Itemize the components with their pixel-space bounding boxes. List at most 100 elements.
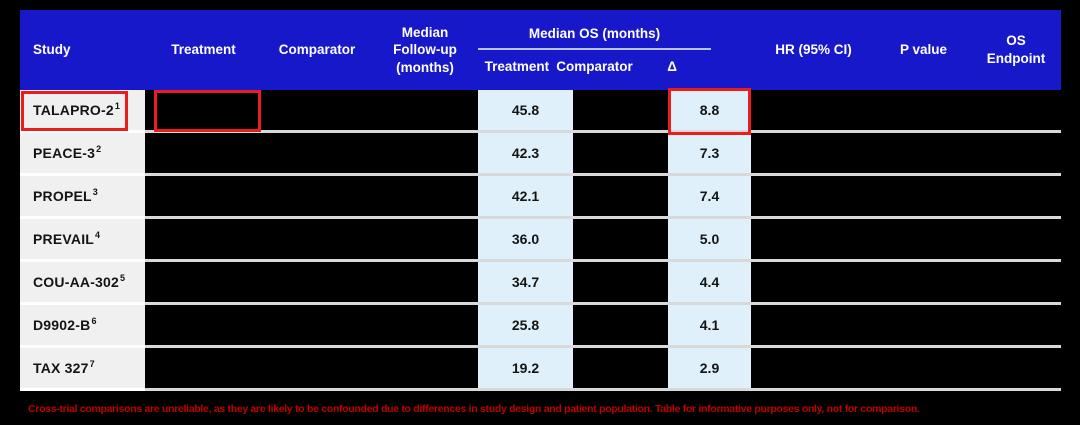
study-ref: 2 (96, 144, 102, 154)
hr-cell-redacted (751, 348, 876, 391)
os-comparator-cell-redacted (573, 176, 668, 219)
os-delta-cell: 4.4 (668, 262, 751, 305)
os-endpoint-cell-redacted (971, 262, 1061, 305)
comparator-cell-redacted (262, 262, 372, 305)
treatment-cell-redacted (145, 348, 262, 391)
subheader-os-delta: Δ (667, 59, 677, 74)
treatment-cell-redacted (145, 90, 262, 133)
header-study: Study (33, 42, 71, 58)
table-row: PROPEL 3 42.1 7.4 (20, 176, 1061, 219)
treatment-cell-redacted (145, 176, 262, 219)
comparator-cell-redacted (262, 90, 372, 133)
study-cell: COU-AA-302 5 (20, 262, 145, 305)
study-name: PREVAIL (33, 231, 95, 247)
study-cell: PROPEL 3 (20, 176, 145, 219)
followup-cell-redacted (372, 90, 478, 133)
os-comparator-cell-redacted (573, 90, 668, 133)
os-treatment-cell: 42.3 (478, 133, 573, 176)
os-endpoint-cell-redacted (971, 348, 1061, 391)
subheader-os-comparator: Comparator (556, 59, 633, 74)
study-ref: 1 (114, 101, 121, 111)
study-name: TAX 327 (33, 360, 89, 376)
study-ref: 3 (92, 187, 98, 197)
treatment-cell-redacted (145, 305, 262, 348)
followup-cell-redacted (372, 262, 478, 305)
os-endpoint-cell-redacted (971, 90, 1061, 133)
hr-cell-redacted (751, 262, 876, 305)
os-treatment-cell: 19.2 (478, 348, 573, 391)
study-cell: D9902-B 6 (20, 305, 145, 348)
hr-cell-redacted (751, 176, 876, 219)
median-os-underline (478, 48, 711, 50)
followup-cell-redacted (372, 305, 478, 348)
os-endpoint-cell-redacted (971, 133, 1061, 176)
followup-cell-redacted (372, 219, 478, 262)
header-comparator: Comparator (278, 42, 356, 58)
study-cell: TAX 327 7 (20, 348, 145, 391)
hr-cell-redacted (751, 90, 876, 133)
hr-cell-redacted (751, 219, 876, 262)
pvalue-cell-redacted (876, 262, 971, 305)
treatment-cell-redacted (145, 262, 262, 305)
study-ref: 4 (95, 230, 101, 240)
comparator-cell-redacted (262, 176, 372, 219)
pvalue-cell-redacted (876, 176, 971, 219)
comparator-cell-redacted (262, 305, 372, 348)
study-cell: TALAPRO-2 1 (20, 90, 145, 133)
pvalue-cell-redacted (876, 90, 971, 133)
header-median-os-title: Median OS (months) (528, 26, 661, 41)
study-name: TALAPRO-2 (33, 102, 114, 118)
os-treatment-cell: 36.0 (478, 219, 573, 262)
os-delta-cell: 2.9 (668, 348, 751, 391)
hr-cell-redacted (751, 305, 876, 348)
followup-cell-redacted (372, 133, 478, 176)
hr-cell-redacted (751, 133, 876, 176)
os-treatment-cell: 45.8 (478, 90, 573, 133)
study-cell: PEACE-3 2 (20, 133, 145, 176)
comparator-cell-redacted (262, 133, 372, 176)
study-cell: PREVAIL 4 (20, 219, 145, 262)
treatment-cell-redacted (145, 133, 262, 176)
treatment-cell-redacted (145, 219, 262, 262)
followup-cell-redacted (372, 348, 478, 391)
study-name: PEACE-3 (33, 145, 96, 161)
study-name: COU-AA-302 (33, 274, 120, 290)
header-median-followup: Median Follow-up (months) (393, 24, 457, 75)
os-comparator-cell-redacted (573, 262, 668, 305)
table-header: Study Treatment Comparator Median Follow… (20, 10, 1061, 90)
header-median-os-group: Median OS (months) Treatment Comparator … (478, 10, 751, 90)
table-row: TAX 327 7 19.2 2.9 (20, 348, 1061, 391)
os-endpoint-cell-redacted (971, 305, 1061, 348)
table-row: D9902-B 6 25.8 4.1 (20, 305, 1061, 348)
comparison-table: Study Treatment Comparator Median Follow… (20, 10, 1061, 391)
os-treatment-cell: 42.1 (478, 176, 573, 219)
os-endpoint-cell-redacted (971, 219, 1061, 262)
study-ref: 7 (89, 359, 95, 369)
header-hr: HR (95% CI) (775, 42, 852, 58)
study-name: PROPEL (33, 188, 92, 204)
study-ref: 6 (91, 316, 97, 326)
footnote-disclaimer: Cross-trial comparisons are unreliable, … (28, 403, 920, 415)
study-name: D9902-B (33, 317, 91, 333)
os-delta-cell: 5.0 (668, 219, 751, 262)
header-treatment: Treatment (171, 42, 236, 58)
pvalue-cell-redacted (876, 219, 971, 262)
os-delta-cell: 7.3 (668, 133, 751, 176)
os-comparator-cell-redacted (573, 305, 668, 348)
table-row: COU-AA-302 5 34.7 4.4 (20, 262, 1061, 305)
os-treatment-cell: 34.7 (478, 262, 573, 305)
os-comparator-cell-redacted (573, 133, 668, 176)
table-row: PEACE-3 2 42.3 7.3 (20, 133, 1061, 176)
table-row: TALAPRO-2 1 45.8 8.8 (20, 90, 1061, 133)
pvalue-cell-redacted (876, 348, 971, 391)
table-row: PREVAIL 4 36.0 5.0 (20, 219, 1061, 262)
os-treatment-cell: 25.8 (478, 305, 573, 348)
os-endpoint-cell-redacted (971, 176, 1061, 219)
header-os-endpoint: OS Endpoint (986, 33, 1046, 66)
followup-cell-redacted (372, 176, 478, 219)
os-delta-cell: 7.4 (668, 176, 751, 219)
comparator-cell-redacted (262, 348, 372, 391)
study-ref: 5 (120, 273, 126, 283)
os-delta-cell: 4.1 (668, 305, 751, 348)
pvalue-cell-redacted (876, 133, 971, 176)
